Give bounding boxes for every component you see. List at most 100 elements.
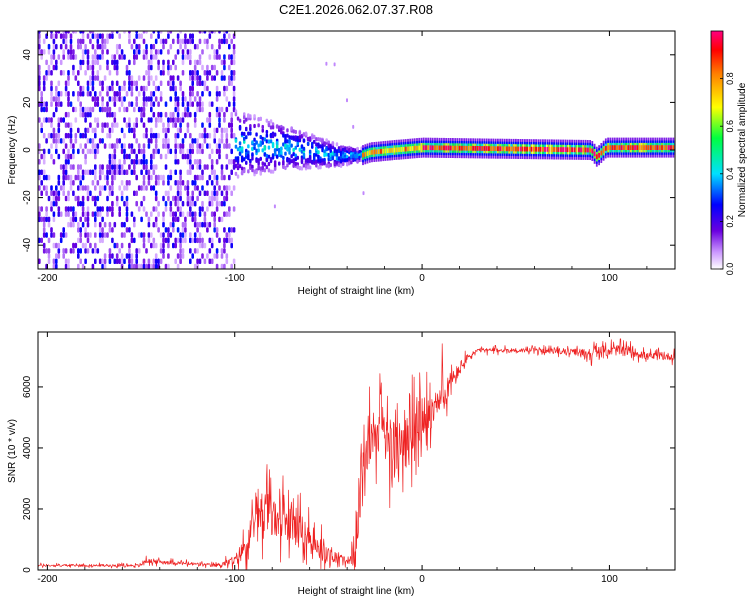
spectrogram-cell (69, 221, 73, 228)
spectrogram-cell (69, 38, 73, 45)
spectrogram-cell (150, 159, 153, 165)
ridge-cell (380, 149, 382, 154)
spectrogram-cell (72, 190, 75, 196)
spectrogram-cell (218, 237, 221, 244)
spectrogram-cell (240, 155, 244, 160)
spectrogram-cell (228, 174, 231, 181)
spectrogram-cell (220, 174, 224, 181)
spectrogram-cell (62, 38, 65, 45)
spectrogram-cell (228, 80, 231, 86)
spectrogram-cell (223, 127, 226, 134)
spectrogram-cell (50, 85, 53, 92)
spectrogram-cell (101, 258, 104, 264)
spectrogram-cell (280, 146, 283, 151)
spectrogram-cell (106, 132, 109, 139)
spectrogram-cell (201, 221, 204, 228)
ridge-cell (445, 145, 448, 151)
spectrogram-cell (162, 242, 165, 249)
spectrogram-cell (213, 227, 216, 233)
spectrogram-cell (230, 75, 233, 81)
spectrogram-cell (193, 122, 197, 128)
spectrogram-cell (302, 152, 306, 157)
spectrogram-cell (67, 263, 70, 269)
colorbar: 0.00.20.40.60.8 Normalized spectral ampl… (710, 30, 748, 275)
spectrogram-cell (179, 253, 182, 259)
spectrogram-cell (159, 38, 163, 45)
spectrogram-cell (311, 160, 314, 165)
spectrogram-cell (142, 101, 146, 107)
spectrogram-cell (275, 141, 279, 146)
spectrogram-cell (162, 248, 165, 254)
spectrogram-cell (135, 258, 138, 264)
spectrogram-cell (86, 148, 90, 155)
spectrogram-cell (67, 258, 70, 264)
spectrogram-cell (174, 138, 177, 144)
ridge-cell (533, 146, 535, 152)
spectrogram-cell (152, 206, 156, 212)
spectrogram-cell (193, 185, 197, 191)
spectrogram-cell (220, 169, 224, 175)
spectrogram-cell (176, 127, 180, 134)
spectrogram-cell (77, 43, 80, 50)
spectrogram-cell (123, 85, 126, 92)
spectrogram-cell (201, 148, 204, 155)
spectrogram-cell (133, 159, 136, 165)
spectrogram-cell (157, 174, 160, 181)
spectrogram-cell (64, 80, 68, 86)
spectrogram-cell (329, 145, 332, 150)
spectrogram-cell (218, 91, 221, 97)
spectrogram-cell (145, 101, 148, 107)
spectrogram-cell (130, 169, 134, 175)
spectrogram-cell (169, 185, 173, 191)
spectrogram-cell (72, 31, 75, 34)
spectrogram-cell (57, 190, 61, 196)
ridge-cell (600, 150, 603, 156)
spectrogram-cell (74, 132, 78, 139)
spectrogram-cell (196, 101, 199, 107)
ridge-cell (483, 146, 486, 151)
spectrogram-cell (152, 263, 156, 269)
snr-series-line (38, 338, 675, 570)
spectrogram-cell (81, 85, 85, 92)
spectrogram-cell (57, 195, 61, 202)
spectrogram-cell (67, 174, 70, 181)
spectrogram-cell (135, 54, 138, 60)
spectrogram-cell (273, 152, 277, 157)
spectrogram-cell (98, 138, 102, 144)
spectrogram-cell (94, 101, 97, 107)
spectrogram-cell (181, 221, 185, 228)
spectrogram-cell (247, 153, 250, 158)
spectrogram-cell (59, 117, 63, 123)
spectrogram-cell (184, 237, 187, 244)
spectrogram-cell (69, 101, 73, 107)
spectrogram-cell (232, 70, 236, 76)
spectrogram-cell (223, 174, 226, 181)
spectrogram-cell (323, 141, 326, 146)
spectrogram-cell (282, 164, 285, 170)
spectrogram-cell (133, 132, 136, 139)
spectrogram-cell (284, 139, 287, 144)
spectrogram-cell (265, 153, 269, 159)
spectrogram-cell (243, 169, 246, 174)
spectrogram-cell (169, 221, 173, 228)
spectrogram-cell (162, 216, 165, 223)
spectrogram-cell (167, 143, 170, 149)
spectrogram-cell (230, 59, 233, 66)
ridge-cell (564, 147, 567, 152)
spectrogram-cell (98, 221, 102, 228)
spectrogram-cell (215, 49, 219, 55)
spectrogram-cell (42, 248, 46, 254)
spectrogram-cell (91, 80, 95, 86)
spectrogram-cell (290, 135, 293, 140)
spectrogram-cell (350, 160, 353, 165)
ridge-cell (418, 145, 421, 151)
spectrogram-cell (106, 59, 109, 66)
spectrogram-cell (145, 127, 148, 134)
spectrogram-cell (67, 206, 70, 212)
spectrogram-cell (38, 174, 41, 181)
spectrogram-cell (84, 159, 87, 165)
spectrogram-cell (169, 232, 173, 238)
spectrogram-cell (228, 75, 231, 81)
spectrogram-cell (142, 206, 146, 212)
spectrogram-cell (128, 164, 131, 170)
